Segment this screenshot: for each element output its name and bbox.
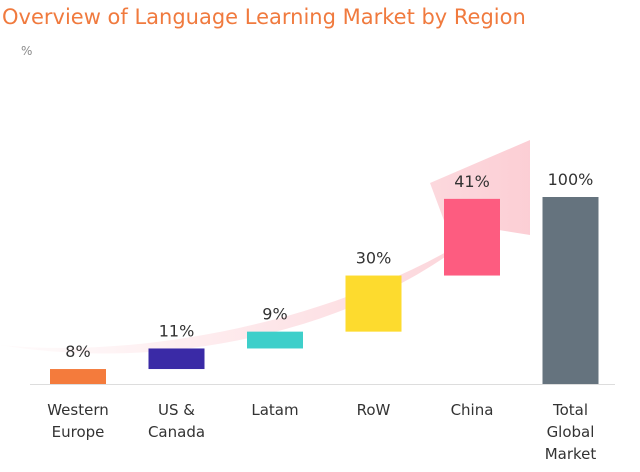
- data-label-4: 41%: [454, 172, 490, 191]
- bar-5: [542, 197, 599, 384]
- category-label-5-1: Global: [547, 423, 595, 441]
- category-label-5-0: Total: [552, 401, 588, 419]
- category-label-3-0: RoW: [357, 401, 391, 419]
- category-label-5-2: Market: [545, 445, 597, 463]
- bar-1: [148, 348, 205, 370]
- bar-3: [345, 275, 402, 332]
- data-label-5: 100%: [548, 170, 594, 189]
- bar-2: [247, 331, 303, 349]
- category-label-1-0: US &: [158, 401, 195, 419]
- chart-title: Overview of Language Learning Market by …: [2, 5, 526, 29]
- data-label-2: 9%: [262, 305, 287, 324]
- bar-0: [50, 369, 106, 384]
- category-label-1-1: Canada: [148, 423, 205, 441]
- bar-4: [444, 198, 500, 276]
- category-label-0-1: Europe: [52, 423, 105, 441]
- data-label-1: 11%: [159, 321, 195, 340]
- category-label-2-0: Latam: [251, 401, 298, 419]
- category-label-0-0: Western: [47, 401, 109, 419]
- category-label-4-0: China: [451, 401, 494, 419]
- data-label-3: 30%: [356, 249, 392, 268]
- data-label-0: 8%: [65, 342, 90, 361]
- unit-label: %: [21, 44, 33, 58]
